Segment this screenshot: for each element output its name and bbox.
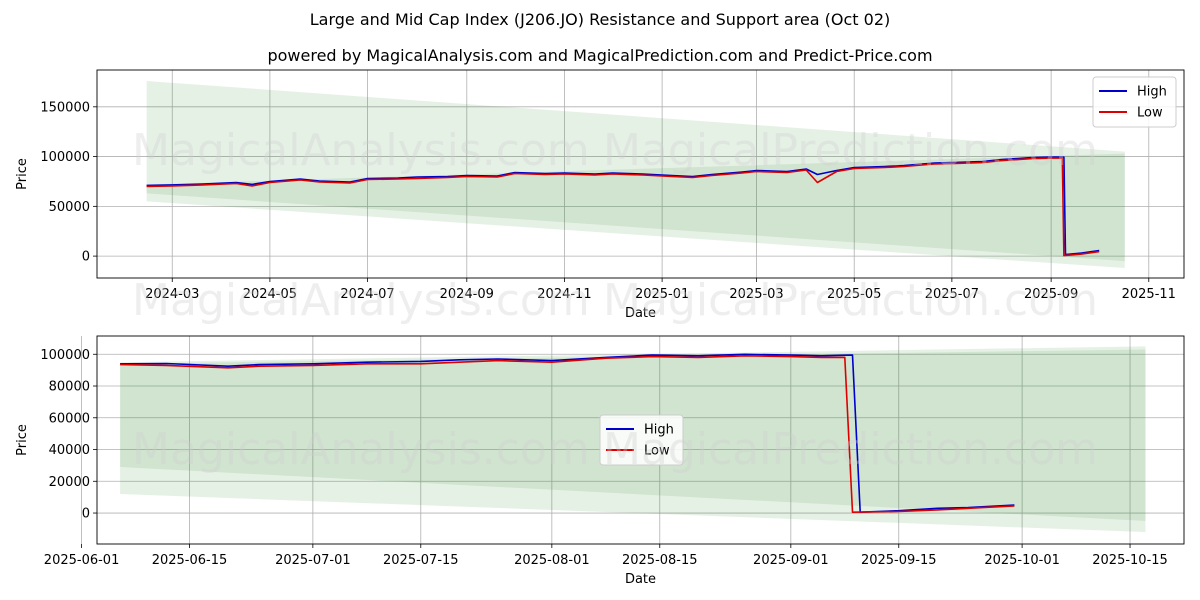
x-tick-label: 2024-03 [145,287,199,302]
x-tick-label: 2024-07 [340,287,394,302]
y-tick-label: 150000 [40,100,90,115]
y-tick-label: 40000 [49,443,90,458]
x-tick-label: 2024-11 [537,287,591,302]
legend-label-high: High [1137,85,1167,100]
x-tick-label: 2025-10-01 [984,553,1060,568]
y-tick-label: 80000 [49,380,90,395]
x-tick-label: 2024-09 [440,287,494,302]
legend-box [1092,76,1177,128]
x-tick-label: 2025-09-15 [861,553,937,568]
x-tick-label: 2025-01 [635,287,689,302]
chart-panel-2: 2025-06-01 2025-06-15 2025-07-01 2025-07-15… [15,335,1185,587]
legend: High Low [1092,76,1177,128]
plot-frame [96,69,1185,279]
x-tick-label: 2025-08-01 [514,553,590,568]
x-tick-label: 2025-08-15 [622,553,698,568]
y-tick-label: 0 [82,507,90,522]
watermark-text: MagicalAnalysis.com [132,275,590,326]
watermark-text: MagicalPrediction.com [603,125,1098,176]
plot-frame [96,335,1185,545]
y-tick-label: 60000 [49,411,90,426]
x-tick-label: 2025-06-15 [152,553,228,568]
y-axis-label: Price [15,158,30,190]
y-tick-label: 100000 [40,150,90,165]
y-tick-label: 50000 [49,200,90,215]
x-tick-label: 2025-03 [729,287,783,302]
legend-label-high: High [644,423,674,438]
y-tick-label: 20000 [49,475,90,490]
x-tick-label: 2025-10-15 [1092,553,1168,568]
x-axis-label: Date [625,572,656,587]
legend: High Low [599,414,684,466]
chart-panel-1: 2024-03 2024-05 2024-07 2024-09 2024-11 2025-… [15,69,1185,321]
watermark-text: MagicalAnalysis.com [132,424,590,475]
x-tick-label: 2025-09 [1024,287,1078,302]
support-resistance-band [146,153,1125,262]
plot-area [146,80,1125,269]
watermark-text: MagicalAnalysis.com [132,125,590,176]
x-tick-label: 2025-07-15 [383,553,459,568]
x-tick-label: 2025-11 [1122,287,1176,302]
x-tick-label: 2025-07 [925,287,979,302]
x-axis-label: Date [625,306,656,321]
series-line-low [146,157,1100,257]
y-axis-label: Price [15,424,30,456]
y-tick-label: 100000 [40,348,90,363]
x-tick-label: 2025-05 [827,287,881,302]
y-tick-label: 0 [82,250,90,265]
x-tick-label: 2024-05 [243,287,297,302]
watermark-text: MagicalPrediction.com [603,424,1098,475]
series-line-high [146,156,1100,256]
x-tick-label: 2025-06-01 [44,553,120,568]
legend-label-low: Low [1137,106,1163,121]
x-tick-label: 2025-07-01 [275,553,351,568]
watermark-text: MagicalPrediction.com [603,275,1098,326]
legend-label-low: Low [644,444,670,459]
chart-title: Large and Mid Cap Index (J206.JO) Resist… [309,10,891,29]
series-line-low [120,355,1015,513]
chart-subtitle: powered by MagicalAnalysis.com and Magic… [267,46,933,65]
legend-box [599,414,684,466]
x-tick-label: 2025-09-01 [753,553,829,568]
